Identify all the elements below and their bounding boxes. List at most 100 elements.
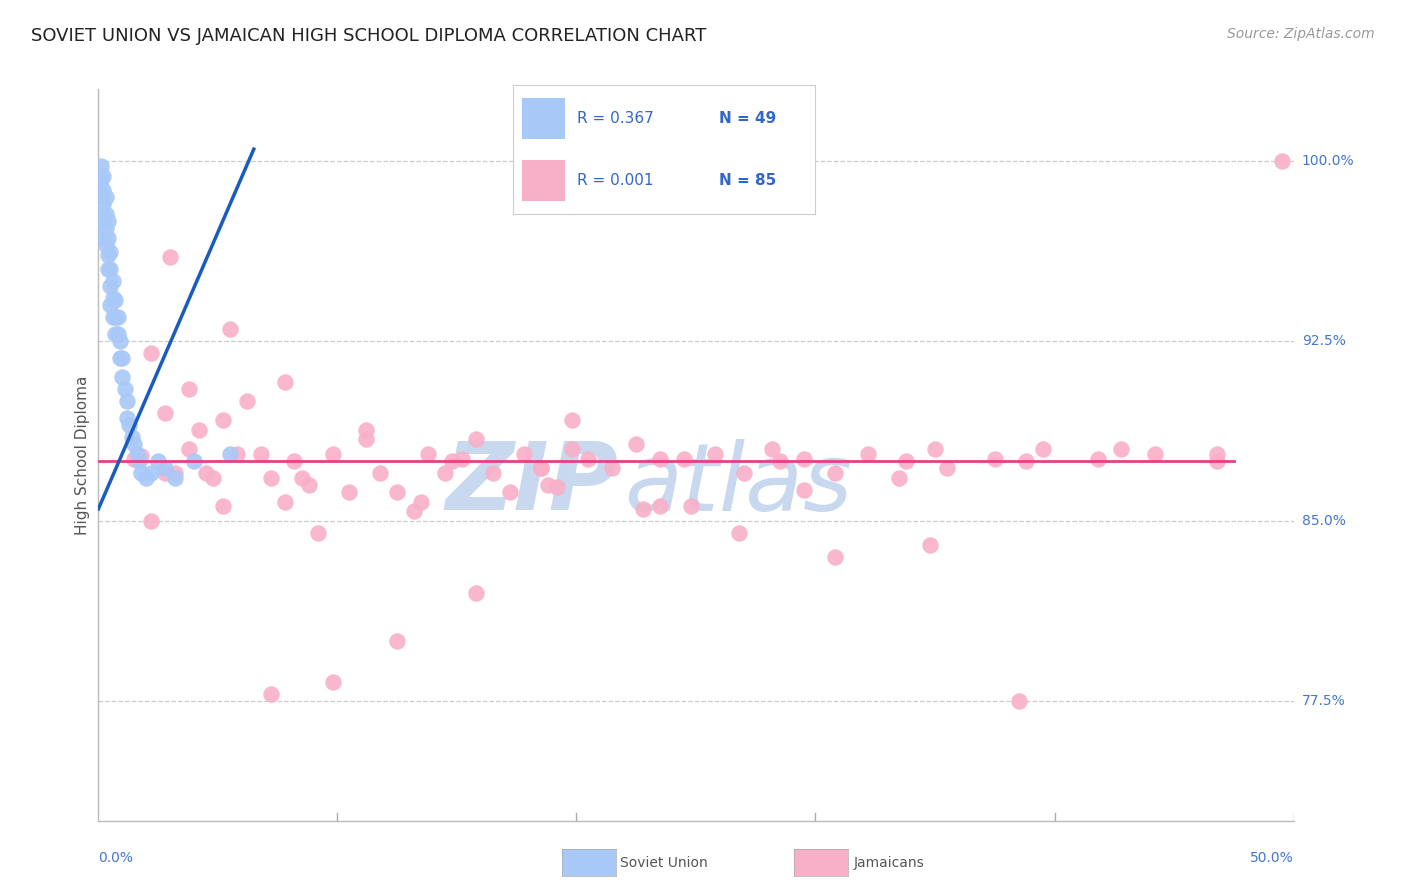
Point: [537, 478, 560, 492]
Point: [195, 466, 218, 480]
Point: [183, 454, 205, 468]
Point: [418, 447, 440, 461]
Point: [219, 447, 242, 461]
Point: [402, 504, 425, 518]
Point: [108, 351, 131, 365]
Text: N = 49: N = 49: [718, 111, 776, 126]
Point: [385, 485, 409, 500]
Point: [889, 471, 911, 485]
Point: [97, 231, 120, 245]
Point: [90, 207, 112, 221]
Point: [91, 183, 114, 197]
Text: Soviet Union: Soviet Union: [620, 855, 707, 870]
Point: [202, 471, 225, 485]
Point: [155, 406, 177, 420]
Point: [101, 291, 124, 305]
Point: [513, 447, 536, 461]
Point: [339, 485, 361, 500]
Point: [97, 214, 120, 228]
Point: [179, 382, 201, 396]
Point: [768, 454, 790, 468]
Point: [139, 466, 162, 480]
Point: [128, 454, 150, 468]
Point: [633, 501, 655, 516]
Text: R = 0.001: R = 0.001: [576, 173, 654, 188]
Point: [274, 375, 297, 389]
Point: [259, 471, 281, 485]
Point: [124, 437, 146, 451]
Point: [101, 274, 124, 288]
Point: [139, 514, 162, 528]
Point: [307, 525, 329, 540]
Point: [704, 447, 727, 461]
Point: [1111, 442, 1133, 456]
Point: [561, 413, 583, 427]
Point: [298, 478, 321, 492]
Point: [283, 454, 305, 468]
Point: [385, 633, 409, 648]
Point: [111, 370, 134, 384]
Point: [578, 451, 600, 466]
Point: [450, 451, 472, 466]
Text: R = 0.367: R = 0.367: [576, 111, 654, 126]
Point: [626, 437, 648, 451]
Point: [681, 500, 703, 514]
Point: [118, 417, 141, 432]
Point: [90, 159, 112, 173]
Text: Source: ZipAtlas.com: Source: ZipAtlas.com: [1227, 27, 1375, 41]
Point: [602, 461, 624, 475]
Point: [936, 461, 959, 475]
Point: [465, 433, 488, 447]
Point: [179, 442, 201, 456]
Point: [434, 466, 457, 480]
Point: [235, 394, 257, 409]
Point: [211, 413, 233, 427]
Point: [155, 461, 177, 475]
Point: [259, 687, 281, 701]
Point: [104, 293, 127, 308]
Point: [984, 451, 1007, 466]
Point: [97, 262, 120, 277]
Point: [90, 187, 112, 202]
Point: [107, 326, 129, 341]
Point: [370, 466, 392, 480]
Point: [111, 351, 134, 365]
Point: [648, 500, 672, 514]
Point: [94, 190, 117, 204]
Point: [793, 451, 815, 466]
Text: atlas: atlas: [624, 439, 852, 530]
Point: [155, 466, 177, 480]
Point: [104, 326, 127, 341]
Point: [530, 461, 553, 475]
Point: [1143, 447, 1166, 461]
Point: [163, 466, 186, 480]
Point: [322, 674, 344, 689]
FancyBboxPatch shape: [522, 98, 565, 139]
Point: [101, 310, 124, 324]
Point: [148, 454, 170, 468]
Point: [481, 466, 505, 480]
Point: [91, 214, 114, 228]
Point: [98, 262, 122, 277]
Y-axis label: High School Diploma: High School Diploma: [75, 376, 90, 534]
Point: [411, 494, 433, 508]
Text: ZIP: ZIP: [446, 438, 619, 530]
Point: [98, 278, 122, 293]
Text: 50.0%: 50.0%: [1250, 851, 1294, 865]
Point: [107, 310, 129, 324]
Point: [354, 433, 377, 447]
Point: [761, 442, 783, 456]
Point: [1087, 451, 1109, 466]
Point: [131, 449, 153, 463]
Point: [211, 500, 233, 514]
Point: [1206, 454, 1229, 468]
Point: [219, 322, 242, 336]
Point: [159, 250, 181, 264]
Point: [125, 447, 148, 461]
Point: [226, 447, 249, 461]
Point: [91, 231, 114, 245]
Point: [124, 451, 146, 466]
Point: [98, 245, 122, 260]
Point: [856, 447, 879, 461]
Point: [648, 451, 672, 466]
